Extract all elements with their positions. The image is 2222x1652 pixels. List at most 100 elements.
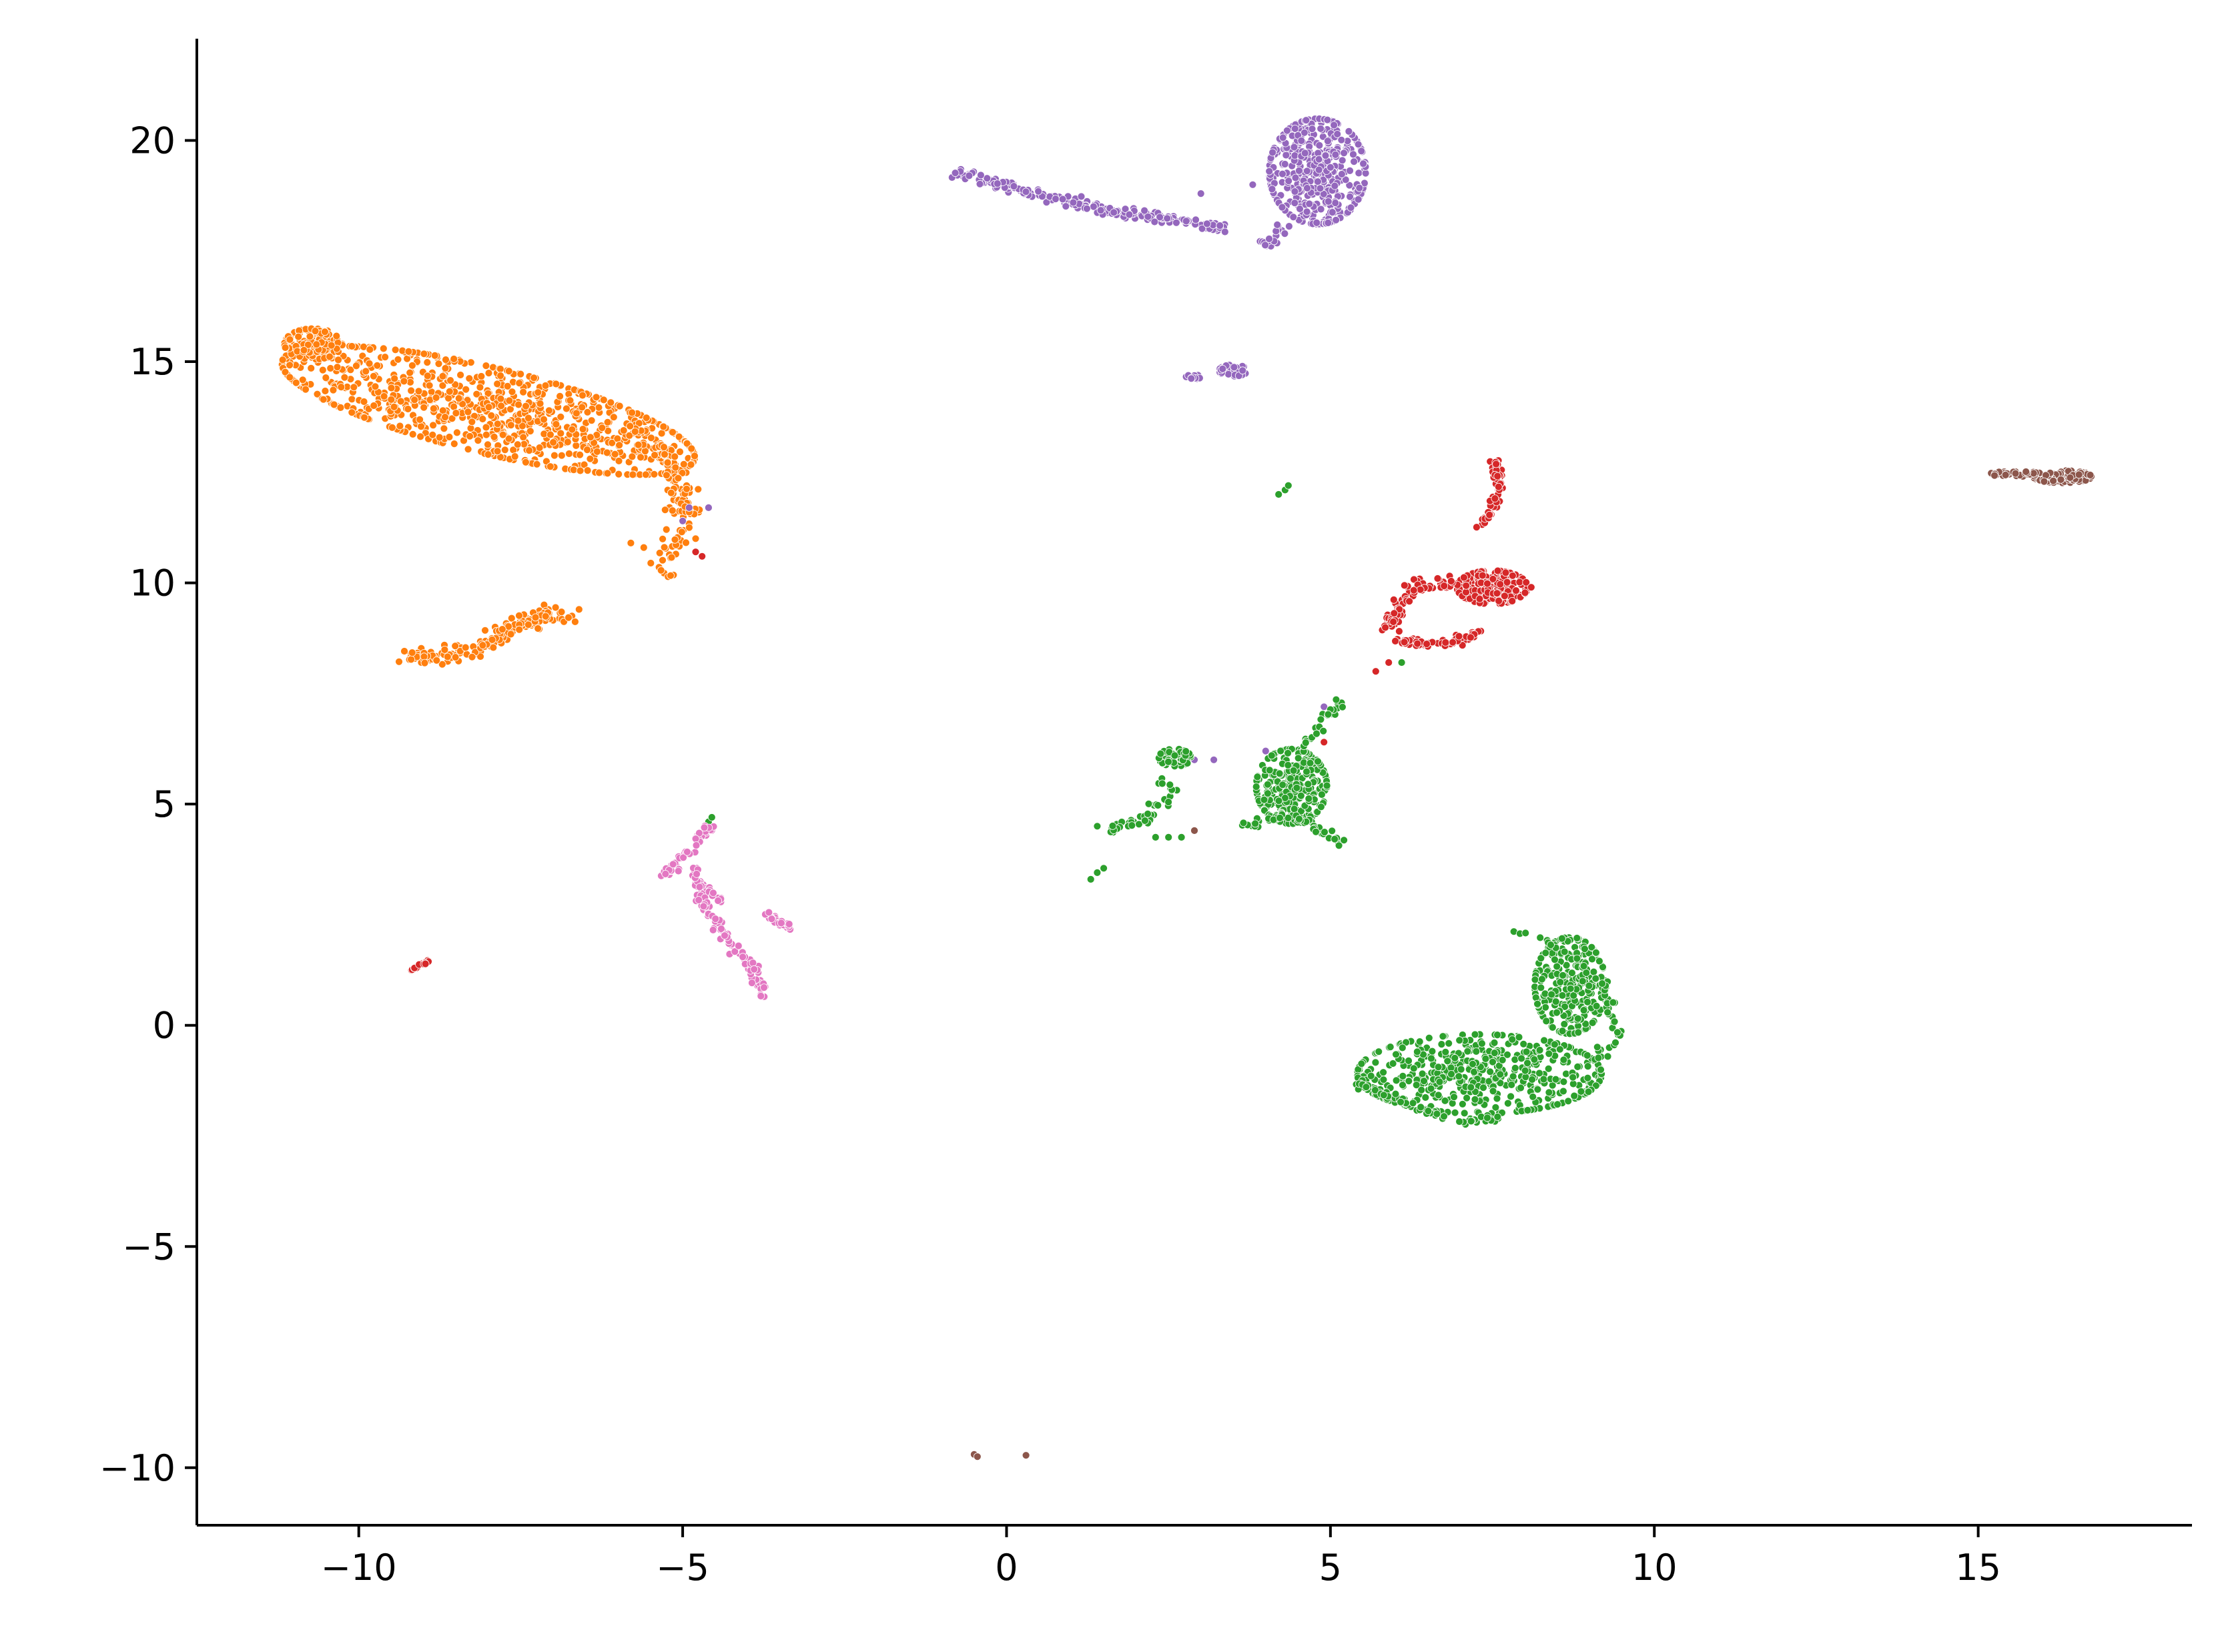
scatter-point	[1252, 783, 1260, 791]
scatter-point	[468, 653, 476, 661]
scatter-point	[1290, 187, 1299, 195]
scatter-point	[1314, 757, 1322, 766]
scatter-point	[493, 420, 502, 428]
scatter-point	[1579, 962, 1588, 970]
scatter-point	[472, 390, 481, 398]
scatter-point	[518, 422, 526, 430]
scatter-point	[535, 444, 544, 452]
scatter-point	[438, 660, 446, 669]
scatter-point	[1251, 819, 1259, 828]
scatter-point	[441, 413, 449, 421]
scatter-point	[1455, 1118, 1464, 1126]
scatter-point	[1594, 1054, 1603, 1062]
scatter-point	[1545, 1050, 1553, 1058]
scatter-point	[348, 342, 356, 350]
scatter-point	[668, 506, 677, 515]
scatter-point	[1290, 143, 1299, 151]
scatter-point	[423, 372, 432, 380]
scatter-point	[1379, 1068, 1388, 1077]
scatter-point	[639, 543, 648, 552]
scatter-point	[1475, 594, 1484, 603]
scatter-point	[1583, 1074, 1592, 1082]
scatter-point	[1303, 167, 1311, 175]
scatter-point	[414, 387, 423, 396]
scatter-point	[1551, 955, 1559, 964]
scatter-point	[497, 402, 505, 410]
scatter-point	[1272, 227, 1280, 236]
scatter-point	[541, 612, 550, 621]
scatter-point	[1308, 125, 1317, 133]
data-points	[278, 115, 2096, 1461]
scatter-point	[1355, 183, 1364, 192]
scatter-point	[408, 430, 417, 438]
scatter-point	[1278, 169, 1286, 178]
scatter-point	[453, 428, 461, 437]
scatter-point	[678, 469, 687, 477]
scatter-point	[420, 659, 429, 667]
scatter-point	[1537, 975, 1546, 983]
scatter-point	[1460, 1109, 1469, 1118]
scatter-point	[1535, 1046, 1544, 1054]
scatter-point	[545, 406, 553, 415]
scatter-point	[465, 374, 474, 383]
scatter-point	[1561, 1003, 1569, 1011]
scatter-point	[1583, 1062, 1592, 1070]
scatter-point	[321, 387, 330, 395]
scatter-point	[1517, 1084, 1525, 1092]
scatter-point	[785, 920, 793, 928]
scatter-point	[1412, 1081, 1421, 1089]
scatter-point	[1398, 1044, 1407, 1052]
scatter-point	[1062, 202, 1070, 211]
scatter-point	[549, 438, 557, 446]
scatter-point	[410, 396, 419, 404]
scatter-point	[406, 368, 414, 377]
scatter-point	[1276, 747, 1285, 755]
scatter-point	[286, 373, 294, 382]
scatter-point	[1990, 471, 1999, 480]
scatter-point	[1588, 1019, 1597, 1027]
scatter-point	[2049, 476, 2058, 485]
scatter-point	[1609, 998, 1617, 1007]
scatter-point	[484, 369, 493, 377]
scatter-point	[1083, 204, 1091, 213]
scatter-point	[1306, 759, 1315, 767]
scatter-point	[1328, 827, 1337, 835]
scatter-point	[1302, 116, 1311, 125]
scatter-point	[1331, 181, 1339, 190]
scatter-point	[1559, 1078, 1568, 1086]
scatter-point	[551, 603, 560, 612]
scatter-point	[1441, 1048, 1450, 1056]
scatter-point	[599, 396, 608, 404]
scatter-point	[1447, 577, 1455, 585]
scatter-point	[498, 625, 506, 633]
scatter-point	[1290, 199, 1299, 208]
scatter-point	[1392, 1050, 1400, 1059]
scatter-point	[484, 403, 493, 412]
scatter-point	[667, 571, 675, 580]
scatter-point	[1535, 1069, 1543, 1078]
scatter-point	[488, 636, 496, 644]
scatter-point	[278, 356, 287, 364]
scatter-point	[1291, 173, 1300, 182]
scatter-point	[1347, 203, 1355, 212]
scatter-point	[1553, 1008, 1561, 1017]
scatter-point	[1445, 1039, 1453, 1048]
scatter-point	[400, 377, 408, 386]
scatter-point	[1515, 578, 1524, 586]
scatter-point	[1150, 218, 1159, 226]
scatter-point	[1274, 797, 1283, 805]
scatter-point	[598, 424, 607, 432]
scatter-point	[1556, 978, 1565, 986]
scatter-point	[687, 460, 695, 469]
scatter-point	[1391, 637, 1400, 645]
scatter-point	[394, 355, 402, 364]
scatter-point	[1489, 1058, 1497, 1066]
scatter-point	[1467, 1117, 1475, 1126]
scatter-point	[635, 419, 643, 428]
scatter-point	[1466, 633, 1475, 642]
scatter-point	[420, 403, 428, 412]
scatter-point	[322, 374, 330, 382]
scatter-point	[571, 618, 579, 626]
scatter-point	[1285, 222, 1293, 231]
scatter-point	[1321, 151, 1330, 160]
